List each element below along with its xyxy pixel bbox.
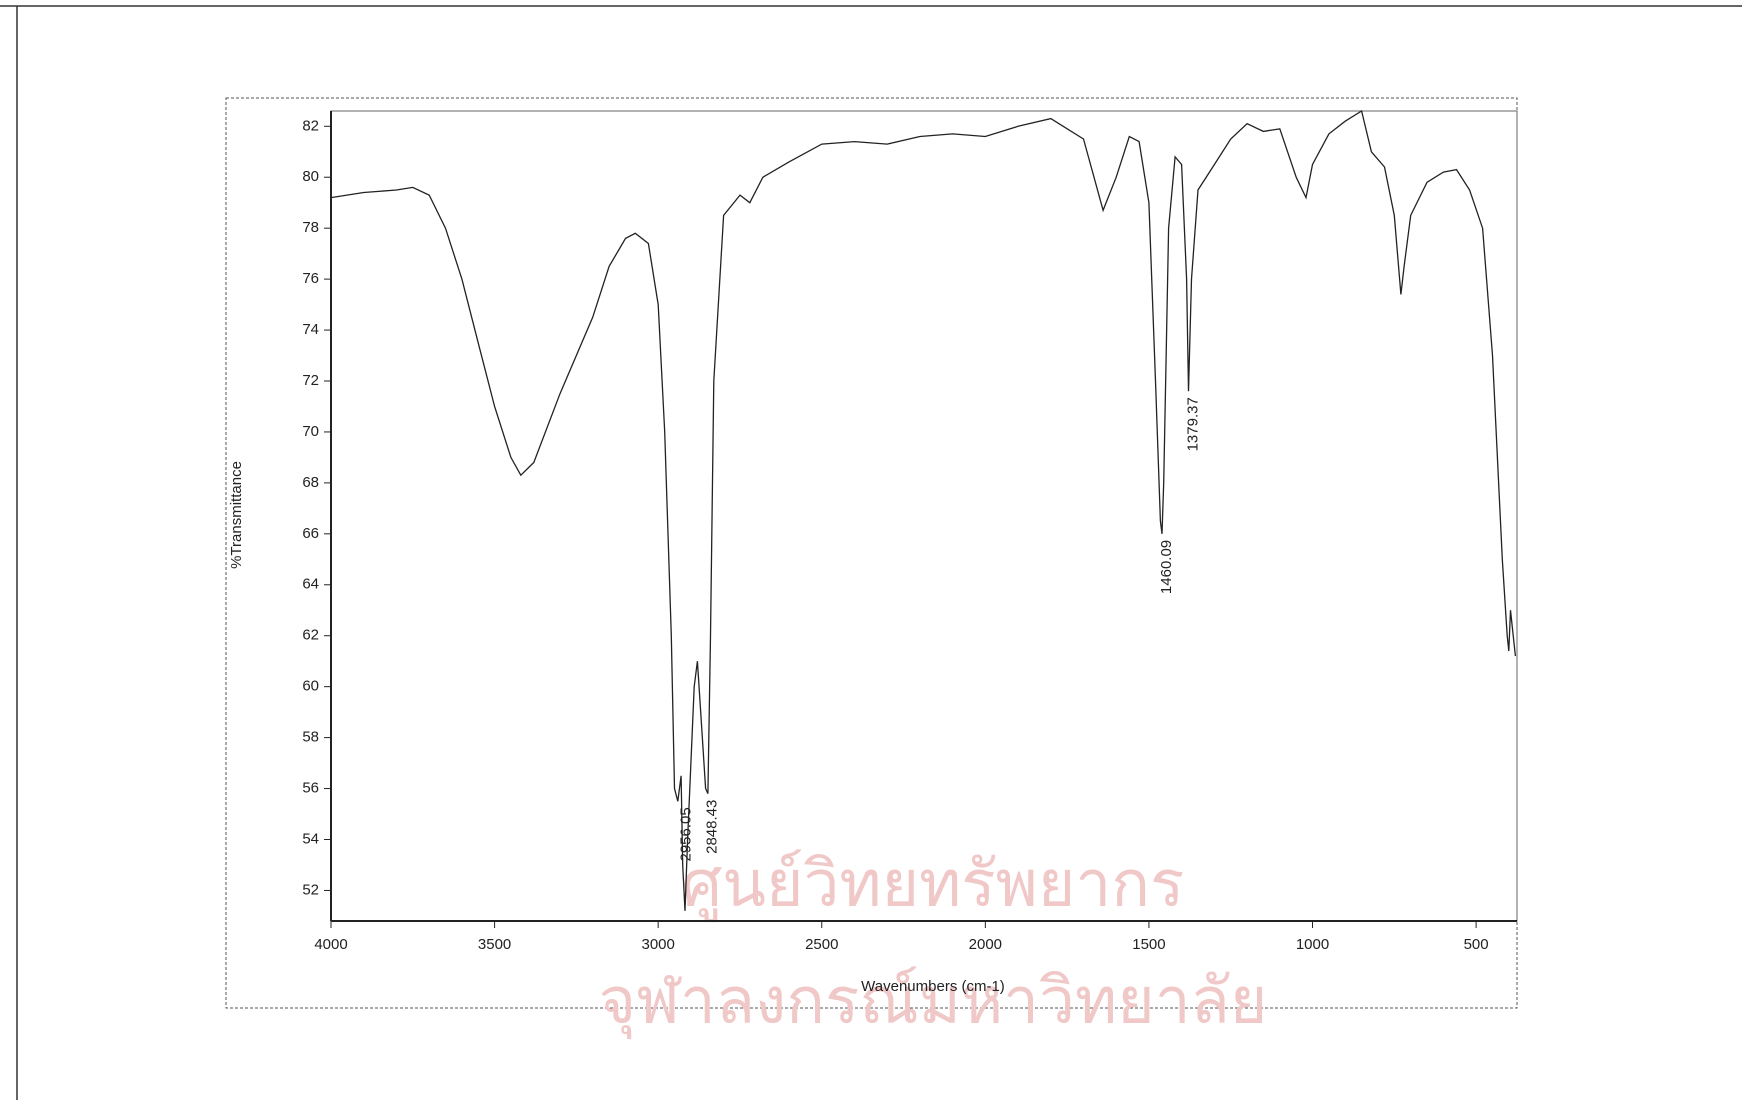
y-tick-label: 82 bbox=[302, 117, 319, 134]
peak-label: 1379.37 bbox=[1184, 397, 1201, 451]
plot-frame bbox=[330, 110, 1518, 922]
y-tick-label: 74 bbox=[302, 321, 319, 338]
y-tick-label: 70 bbox=[302, 423, 319, 440]
peak-label: 2956.05 bbox=[677, 807, 694, 861]
y-tick-label: 66 bbox=[302, 525, 319, 542]
x-tick-label: 1000 bbox=[1296, 936, 1329, 953]
y-tick-label: 72 bbox=[302, 372, 319, 389]
watermark: ศูนย์วิทยทรัพยากร bbox=[682, 848, 1185, 923]
y-tick-label: 64 bbox=[302, 576, 319, 593]
y-tick-label: 68 bbox=[302, 474, 319, 491]
x-tick-label: 1500 bbox=[1132, 936, 1165, 953]
x-tick-label: 4000 bbox=[314, 936, 347, 953]
y-tick-label: 76 bbox=[302, 270, 319, 287]
x-tick-label: 3500 bbox=[478, 936, 511, 953]
x-tick-label: 2500 bbox=[805, 936, 838, 953]
y-tick-label: 60 bbox=[302, 678, 319, 695]
y-tick-label: 58 bbox=[302, 729, 319, 746]
y-axis-label: %Transmittance bbox=[228, 461, 245, 569]
y-tick-label: 52 bbox=[302, 881, 319, 898]
x-tick-label: 500 bbox=[1464, 936, 1489, 953]
y-tick-label: 62 bbox=[302, 627, 319, 644]
x-tick-label: 2000 bbox=[969, 936, 1002, 953]
x-axis-label: Wavenumbers (cm-1) bbox=[861, 978, 1005, 995]
spectrum-line bbox=[330, 109, 1517, 911]
y-tick-label: 80 bbox=[302, 168, 319, 185]
peak-label: 1460.09 bbox=[1158, 540, 1175, 594]
y-tick-label: 54 bbox=[302, 830, 319, 847]
watermark: จุฬาลงกรณ์มหาวิทยาลัย bbox=[599, 965, 1268, 1040]
y-tick-label: 78 bbox=[302, 219, 319, 236]
peak-label: 2848.43 bbox=[704, 800, 721, 854]
x-tick-label: 3000 bbox=[641, 936, 674, 953]
y-tick-label: 56 bbox=[302, 780, 319, 797]
